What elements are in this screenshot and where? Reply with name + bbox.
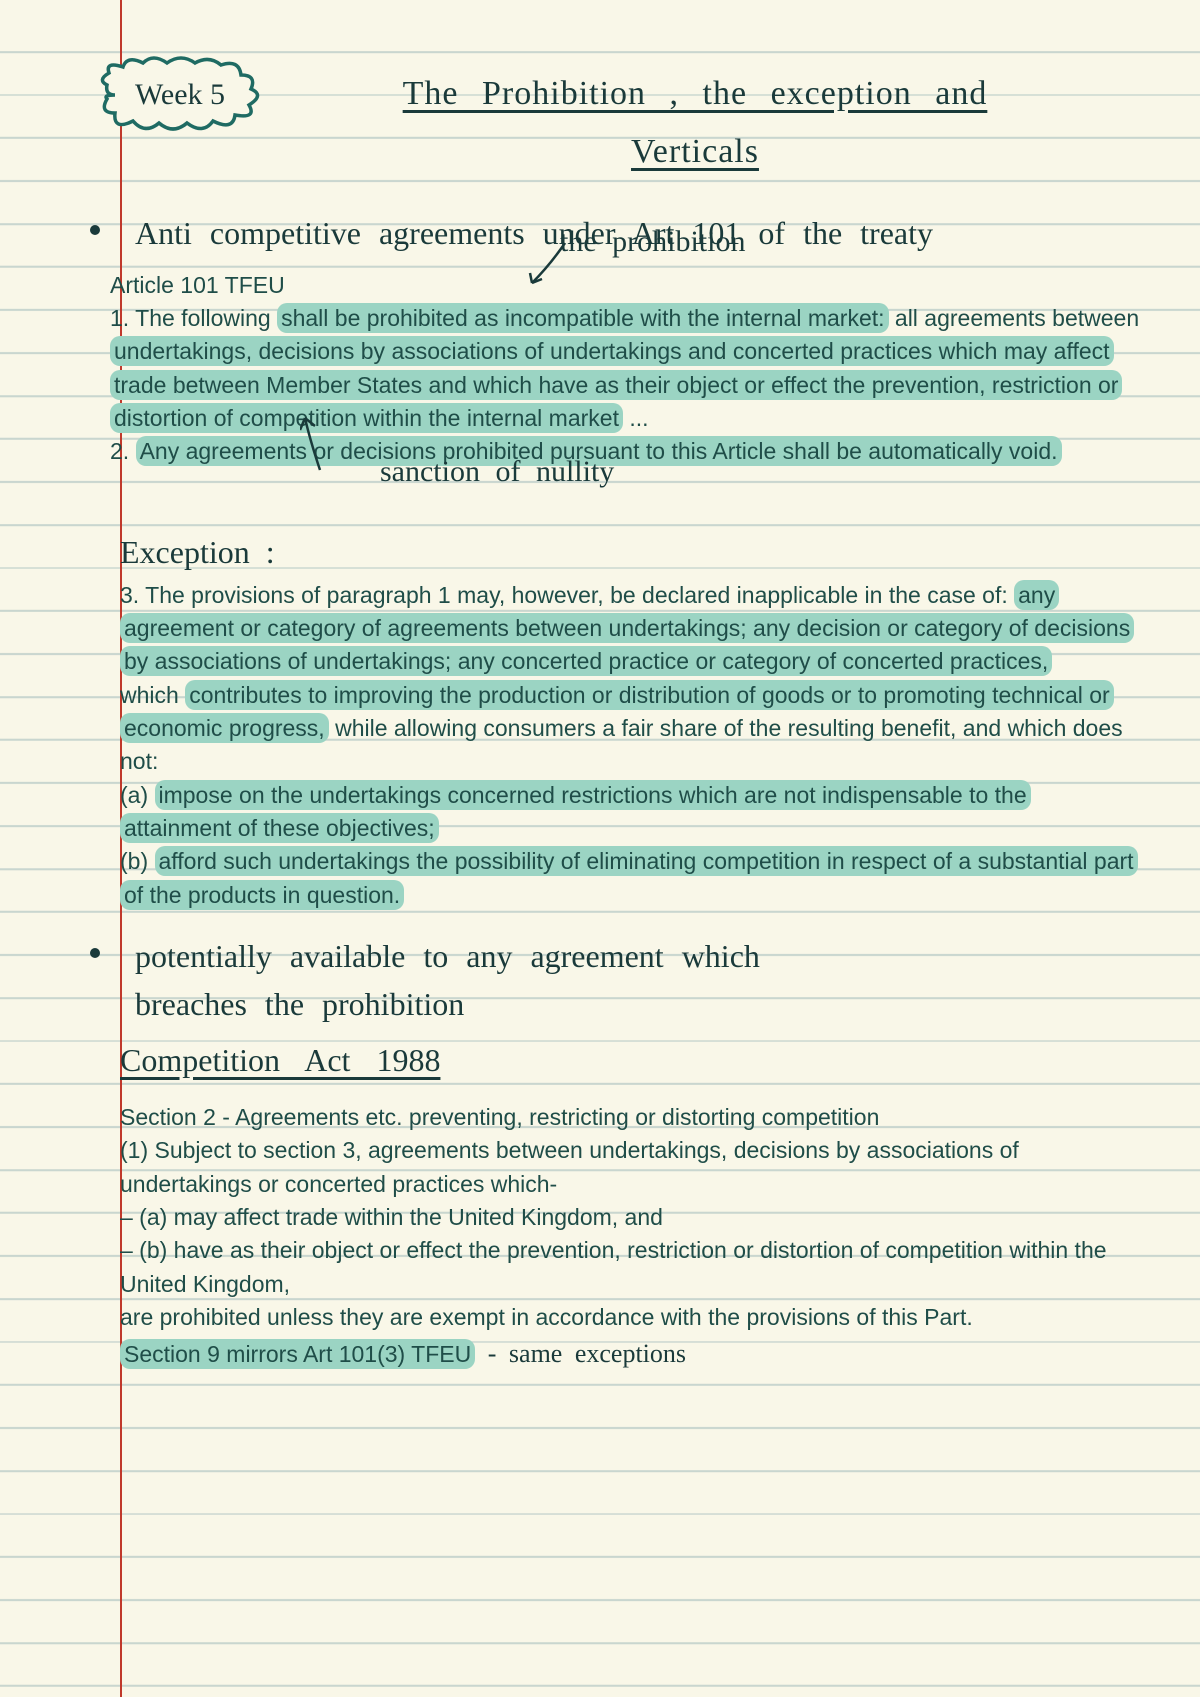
ca-s2-title: Section 2 - Agreements etc. preventing, … bbox=[120, 1101, 1140, 1134]
p1-c: all agreements between bbox=[889, 305, 1140, 331]
bullet-2-text: potentially available to any agreement w… bbox=[135, 932, 760, 1028]
exception-heading: Exception : bbox=[120, 534, 1140, 571]
title-line-2: Verticals bbox=[285, 123, 1105, 181]
article-101-block: Article 101 TFEU 1. The following shall … bbox=[110, 269, 1140, 469]
exception-b: (b) afford such undertakings the possibi… bbox=[120, 845, 1140, 912]
p1-d: undertakings, decisions by associations … bbox=[110, 336, 1122, 433]
bullet-2-line2: breaches the prohibition bbox=[135, 980, 760, 1028]
p1-e: ... bbox=[623, 405, 649, 431]
p3-a: 3. The provisions of paragraph 1 may, ho… bbox=[120, 582, 1014, 608]
arrow-icon bbox=[300, 410, 390, 480]
p1-b: shall be prohibited as incompatible with… bbox=[277, 303, 888, 333]
week-badge-label: Week 5 bbox=[95, 55, 265, 135]
ca-s2-1: (1) Subject to section 3, agreements bet… bbox=[120, 1134, 1140, 1201]
exception-block: 3. The provisions of paragraph 1 may, ho… bbox=[120, 579, 1140, 912]
page-title: The Prohibition , the exception and Vert… bbox=[285, 65, 1105, 181]
ca-s9-hl: Section 9 mirrors Art 101(3) TFEU bbox=[120, 1339, 475, 1369]
bullet-2: potentially available to any agreement w… bbox=[135, 932, 1140, 1028]
ca-s9: Section 9 mirrors Art 101(3) TFEU - same… bbox=[120, 1335, 1140, 1373]
p3-h: (b) bbox=[120, 848, 155, 874]
arrow-icon bbox=[520, 235, 580, 295]
p3-g: impose on the undertakings concerned res… bbox=[120, 780, 1031, 843]
annotation-prohibition-text: the prohibition bbox=[560, 225, 745, 258]
ca-s2-a: – (a) may affect trade within the United… bbox=[120, 1201, 1140, 1234]
ca-s2-tail: are prohibited unless they are exempt in… bbox=[120, 1301, 1140, 1334]
article-para-1: 1. The following shall be prohibited as … bbox=[110, 302, 1140, 435]
p3-i: afford such undertakings the possibility… bbox=[120, 846, 1138, 909]
annotation-sanction-text: sanction of nullity bbox=[380, 455, 614, 488]
week-badge: Week 5 bbox=[95, 55, 265, 135]
p1-a: 1. The following bbox=[110, 305, 277, 331]
article-heading: Article 101 TFEU bbox=[110, 269, 1140, 302]
ca-s2-b: – (b) have as their object or effect the… bbox=[120, 1234, 1140, 1301]
page-content: The Prohibition , the exception and Vert… bbox=[0, 0, 1200, 1412]
annotation-sanction: sanction of nullity bbox=[380, 455, 614, 489]
exception-para-3: 3. The provisions of paragraph 1 may, ho… bbox=[120, 579, 1140, 679]
exception-a: (a) impose on the undertakings concerned… bbox=[120, 779, 1140, 846]
bullet-2-line1: potentially available to any agreement w… bbox=[135, 932, 760, 980]
ca-s9-note: - same exceptions bbox=[475, 1339, 686, 1368]
competition-act-block: Section 2 - Agreements etc. preventing, … bbox=[120, 1101, 1140, 1372]
annotation-prohibition: the prohibition bbox=[560, 225, 745, 259]
p3-c: which bbox=[120, 682, 185, 708]
exception-para-3b: which contributes to improving the produ… bbox=[120, 679, 1140, 779]
competition-act-heading: Competition Act 1988 bbox=[120, 1042, 1140, 1079]
bullet-dot-icon bbox=[90, 225, 100, 235]
bullet-dot-icon bbox=[90, 948, 100, 958]
p2-a: 2. bbox=[110, 438, 136, 464]
p3-f: (a) bbox=[120, 782, 155, 808]
article-para-2: 2. Any agreements or decisions prohibite… bbox=[110, 435, 1140, 468]
title-line-1: The Prohibition , the exception and bbox=[285, 65, 1105, 123]
